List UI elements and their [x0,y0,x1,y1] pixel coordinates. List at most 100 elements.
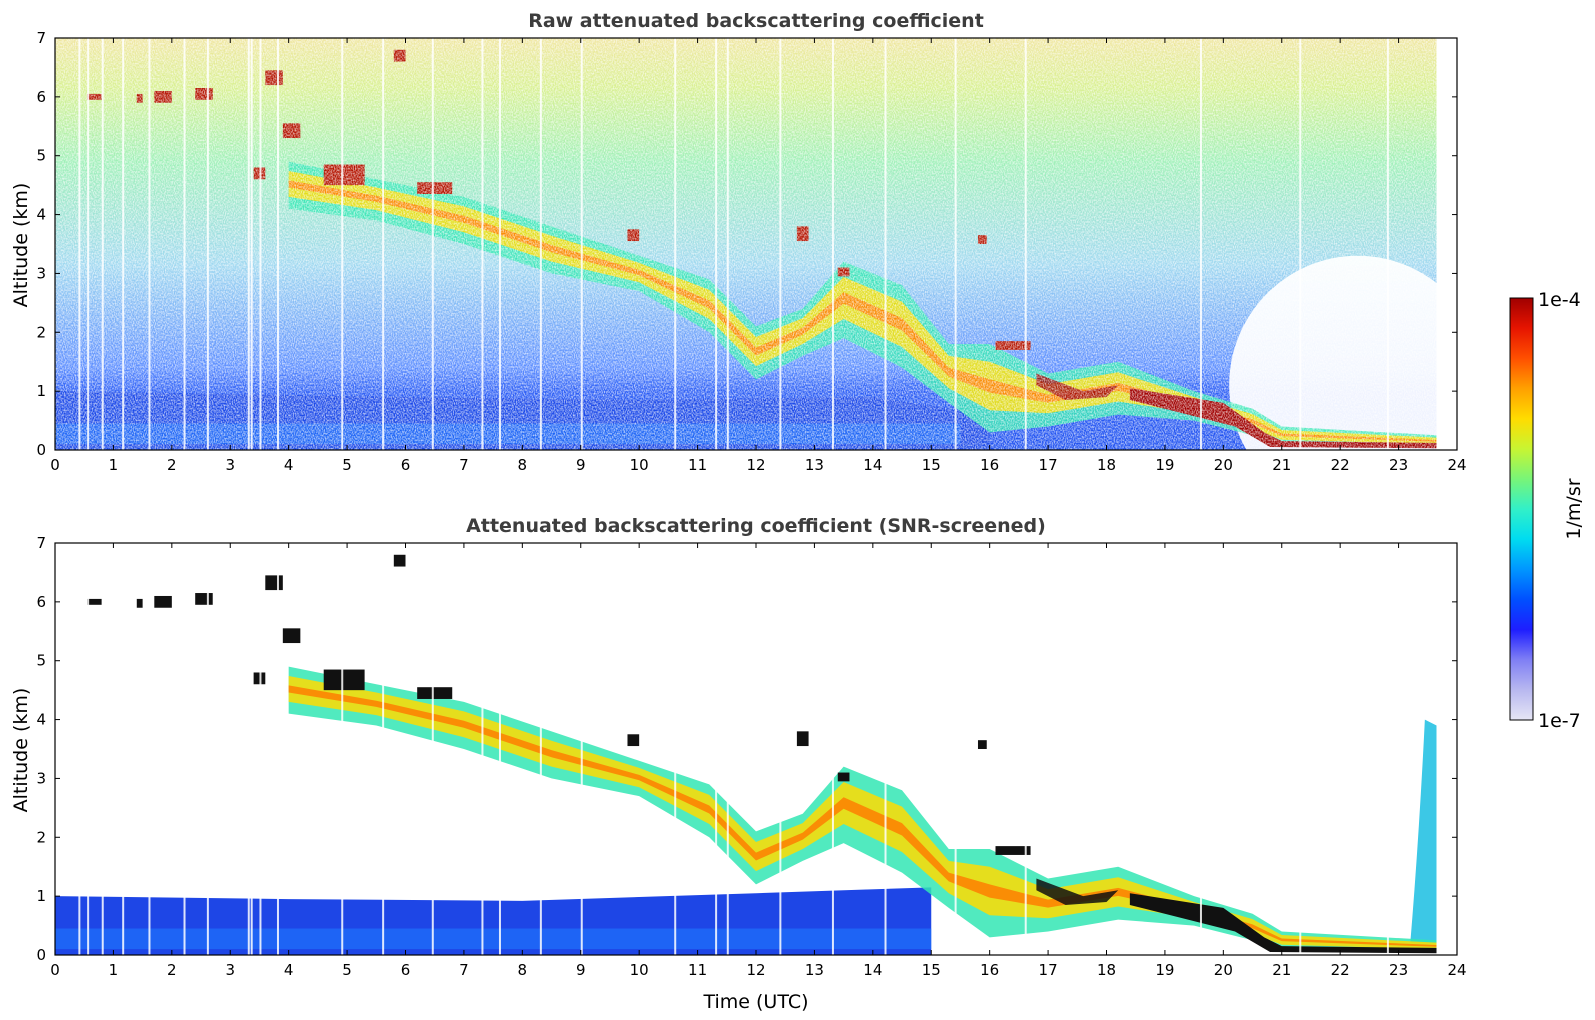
missing-data-stripe [715,543,718,955]
colorbar-bar [1509,297,1534,721]
x-tick-label: 17 [1039,456,1058,474]
x-tick-label: 2 [167,456,177,474]
colorbar-max-label: 1e-4 [1538,289,1581,311]
colorbar-min-label: 1e-7 [1538,710,1581,732]
x-tick-label: 14 [863,456,882,474]
dense-cloud-patch [323,669,365,691]
y-tick-label: 0 [36,441,46,459]
x-tick-label: 24 [1447,961,1466,979]
bottom-panel-title: Attenuated backscattering coefficient (S… [466,515,1046,537]
y-tick-label: 6 [36,88,46,106]
x-tick-label: 13 [805,961,824,979]
missing-data-stripe [481,543,484,955]
y-tick-label: 7 [36,534,46,552]
y-tick-label: 5 [36,147,46,165]
x-tick-label: 3 [225,961,235,979]
missing-data-stripe [1024,543,1027,955]
bottom-heatmap-features [55,543,1457,955]
missing-data-stripe [954,543,957,955]
missing-data-stripe [674,543,677,955]
colorbar: 1e-4 1e-7 1/m/sr [1509,289,1585,732]
x-tick-label: 7 [459,456,469,474]
missing-data-stripe [78,543,81,955]
dense-cloud-patch [393,554,406,567]
y-tick-label: 4 [36,711,46,729]
top-y-axis-label: Altitude (km) [10,183,32,308]
top-heatmap [55,38,1457,450]
missing-data-stripe [206,543,209,955]
x-tick-label: 2 [167,961,177,979]
y-tick-label: 5 [36,652,46,670]
x-tick-label: 5 [342,961,352,979]
x-tick-label: 6 [401,456,411,474]
dense-cloud-patch [136,598,143,608]
x-tick-label: 22 [1331,456,1350,474]
x-tick-label: 11 [688,961,707,979]
x-tick-label: 15 [922,456,941,474]
night-plume [1410,719,1437,944]
missing-data-stripe [431,543,434,955]
missing-data-stripe [148,543,151,955]
x-tick-label: 14 [863,961,882,979]
x-tick-label: 12 [746,961,765,979]
x-tick-label: 4 [284,961,294,979]
missing-data-stripe [1199,543,1202,955]
bottom-panel: Attenuated backscattering coefficient (S… [10,515,1467,1013]
no-data-region [1436,38,1457,450]
missing-data-stripe [183,543,186,955]
y-tick-label: 3 [36,264,46,282]
x-tick-label: 1 [109,456,119,474]
top-heatmap-noise [55,38,1437,450]
x-tick-label: 6 [401,961,411,979]
x-tick-label: 13 [805,456,824,474]
y-tick-label: 2 [36,828,46,846]
x-tick-label: 3 [225,456,235,474]
missing-data-stripe [1299,543,1302,955]
x-tick-label: 19 [1155,456,1174,474]
dense-cloud-patch [796,731,809,747]
x-tick-label: 23 [1389,961,1408,979]
x-tick-label: 9 [576,456,586,474]
missing-data-stripe [101,543,104,955]
dense-cloud-patch [627,734,640,747]
x-tick-label: 18 [1097,456,1116,474]
x-tick-label: 12 [746,456,765,474]
x-tick-label: 21 [1272,961,1291,979]
y-tick-label: 0 [36,946,46,964]
x-tick-label: 19 [1155,961,1174,979]
x-tick-label: 0 [50,456,60,474]
x-tick-label: 11 [688,456,707,474]
top-panel-title: Raw attenuated backscattering coefficien… [528,10,984,32]
bottom-y-axis-label: Altitude (km) [10,688,32,813]
x-tick-label: 9 [576,961,586,979]
x-tick-label: 15 [922,961,941,979]
dense-cloud-patch [87,598,102,605]
x-tick-label: 0 [50,961,60,979]
y-tick-label: 3 [36,769,46,787]
x-tick-label: 24 [1447,456,1466,474]
x-tick-label: 17 [1039,961,1058,979]
x-tick-label: 7 [459,961,469,979]
x-tick-label: 20 [1214,961,1233,979]
cloud-band-core [288,685,1437,947]
bottom-x-axis: 0 1 2 3 4 5 6 7 8 9 10 11 12 13 14 15 16 17 18 19 20 21 22 23 24 [50,543,1467,979]
missing-data-stripe [498,543,501,955]
x-tick-label: 8 [518,961,528,979]
x-tick-label: 20 [1214,456,1233,474]
missing-data-stripe [580,543,583,955]
top-panel: Raw attenuated backscattering coefficien… [10,10,1467,474]
missing-data-stripe [1386,543,1389,955]
missing-data-stripe [382,543,385,955]
x-tick-label: 21 [1272,456,1291,474]
x-tick-label: 16 [980,961,999,979]
bottom-x-axis-label: Time (UTC) [702,991,808,1013]
dense-cloud-patch [417,687,453,699]
dense-cloud-patch [977,740,987,749]
x-tick-label: 5 [342,456,352,474]
missing-data-stripe [884,543,887,955]
dense-cloud-patch [195,593,213,605]
x-tick-label: 10 [630,456,649,474]
top-y-axis: 0 1 2 3 4 5 6 7 [36,29,1457,459]
bottom-heatmap [55,543,1457,955]
